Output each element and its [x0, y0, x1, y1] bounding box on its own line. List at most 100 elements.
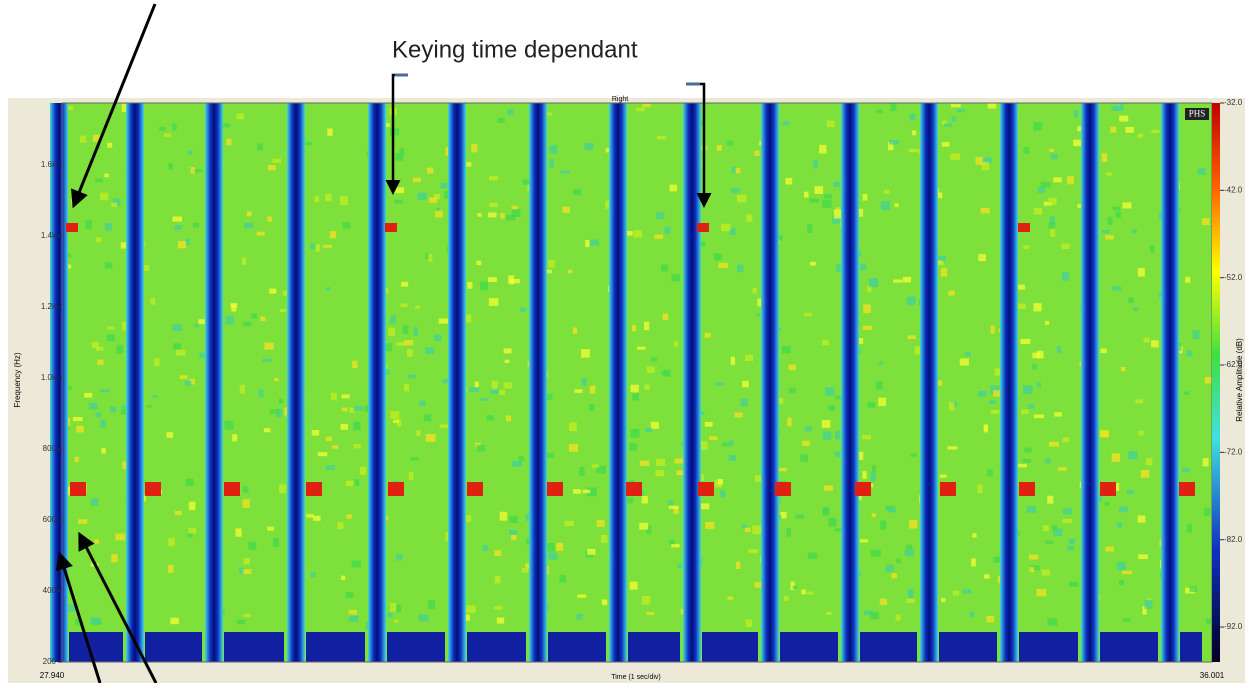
- texture: [226, 138, 232, 146]
- texture: [734, 412, 743, 418]
- texture: [1037, 186, 1046, 194]
- texture: [875, 381, 883, 390]
- texture: [341, 575, 346, 581]
- texture: [889, 140, 900, 145]
- texture: [96, 346, 104, 351]
- colorbar-label: Relative Amplitude (dB): [1235, 338, 1244, 422]
- texture: [577, 594, 587, 598]
- texture: [909, 113, 916, 121]
- texture: [893, 279, 903, 283]
- texture: [466, 162, 472, 167]
- texture: [581, 349, 590, 358]
- texture: [172, 323, 183, 331]
- texture: [1117, 522, 1122, 529]
- texture: [656, 212, 665, 219]
- texture: [990, 385, 1000, 395]
- texture: [401, 281, 409, 287]
- texture: [110, 406, 117, 413]
- spectrogram-bg: [62, 103, 1212, 662]
- texture: [596, 465, 606, 474]
- texture: [325, 436, 332, 442]
- texture: [507, 109, 514, 115]
- texture: [644, 321, 650, 331]
- texture: [104, 262, 113, 269]
- texture: [337, 521, 344, 530]
- texture: [463, 514, 472, 523]
- texture: [498, 389, 505, 395]
- texture: [95, 178, 103, 183]
- colorbar-tick-label: -32.0: [1224, 98, 1243, 107]
- tone-blob: [940, 482, 956, 496]
- texture: [100, 389, 111, 393]
- texture: [166, 432, 174, 438]
- texture: [1027, 404, 1035, 409]
- texture: [435, 210, 443, 218]
- texture: [709, 436, 718, 441]
- texture: [65, 386, 73, 390]
- texture: [1183, 391, 1190, 395]
- tone-blob: [388, 482, 404, 496]
- texture: [895, 614, 901, 621]
- texture: [465, 605, 476, 613]
- texture: [305, 141, 313, 146]
- colorbar: [1212, 103, 1220, 662]
- texture: [910, 453, 918, 457]
- texture: [488, 298, 499, 306]
- low-band: [628, 632, 680, 662]
- texture: [248, 541, 257, 550]
- texture: [1017, 463, 1027, 468]
- texture: [650, 421, 659, 429]
- texture: [746, 214, 753, 222]
- texture: [262, 358, 272, 362]
- texture: [1029, 567, 1035, 573]
- texture: [353, 421, 361, 431]
- texture: [871, 465, 877, 473]
- texture: [467, 281, 473, 289]
- texture: [1030, 565, 1040, 571]
- texture: [819, 144, 827, 154]
- texture: [353, 406, 364, 411]
- texture: [813, 160, 818, 169]
- texture: [902, 276, 912, 283]
- texture: [878, 397, 887, 407]
- texture: [264, 342, 274, 350]
- texture: [482, 545, 489, 551]
- texture: [956, 109, 965, 113]
- texture: [745, 619, 752, 627]
- texture: [887, 507, 897, 513]
- texture: [1016, 284, 1026, 290]
- texture: [1197, 168, 1206, 175]
- texture: [392, 419, 400, 423]
- texture: [1049, 441, 1059, 447]
- texture: [573, 489, 581, 494]
- tone-blob: [1179, 482, 1195, 496]
- tone-blob: [855, 482, 871, 496]
- texture: [310, 572, 316, 578]
- texture: [942, 120, 947, 125]
- texture: [113, 198, 121, 206]
- texture: [488, 212, 497, 218]
- texture: [1204, 507, 1211, 516]
- texture: [322, 244, 332, 248]
- texture: [239, 384, 245, 394]
- texture: [978, 254, 986, 262]
- low-band: [306, 632, 365, 662]
- gap-stripe: [368, 103, 386, 662]
- texture: [1024, 447, 1033, 453]
- texture: [111, 554, 118, 563]
- texture: [341, 394, 350, 399]
- texture: [1192, 330, 1200, 340]
- texture: [756, 313, 764, 317]
- texture: [353, 479, 360, 486]
- texture: [807, 224, 813, 233]
- tone-blob: [698, 482, 714, 496]
- texture: [433, 334, 442, 342]
- texture: [330, 392, 337, 401]
- texture: [1043, 201, 1053, 206]
- texture: [407, 374, 416, 379]
- texture: [835, 430, 841, 440]
- texture: [1118, 579, 1125, 586]
- texture: [339, 196, 348, 206]
- texture: [721, 223, 731, 232]
